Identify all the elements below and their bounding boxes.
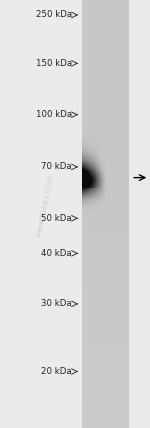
Text: 40 kDa: 40 kDa [41, 249, 72, 258]
Text: 50 kDa: 50 kDa [41, 214, 72, 223]
Text: 250 kDa: 250 kDa [36, 10, 72, 20]
Text: 100 kDa: 100 kDa [36, 110, 72, 119]
Text: 20 kDa: 20 kDa [41, 367, 72, 376]
Text: www.TGAB3.COM: www.TGAB3.COM [36, 174, 54, 237]
Text: 70 kDa: 70 kDa [41, 162, 72, 172]
Text: 30 kDa: 30 kDa [41, 299, 72, 309]
Text: 150 kDa: 150 kDa [36, 59, 72, 68]
